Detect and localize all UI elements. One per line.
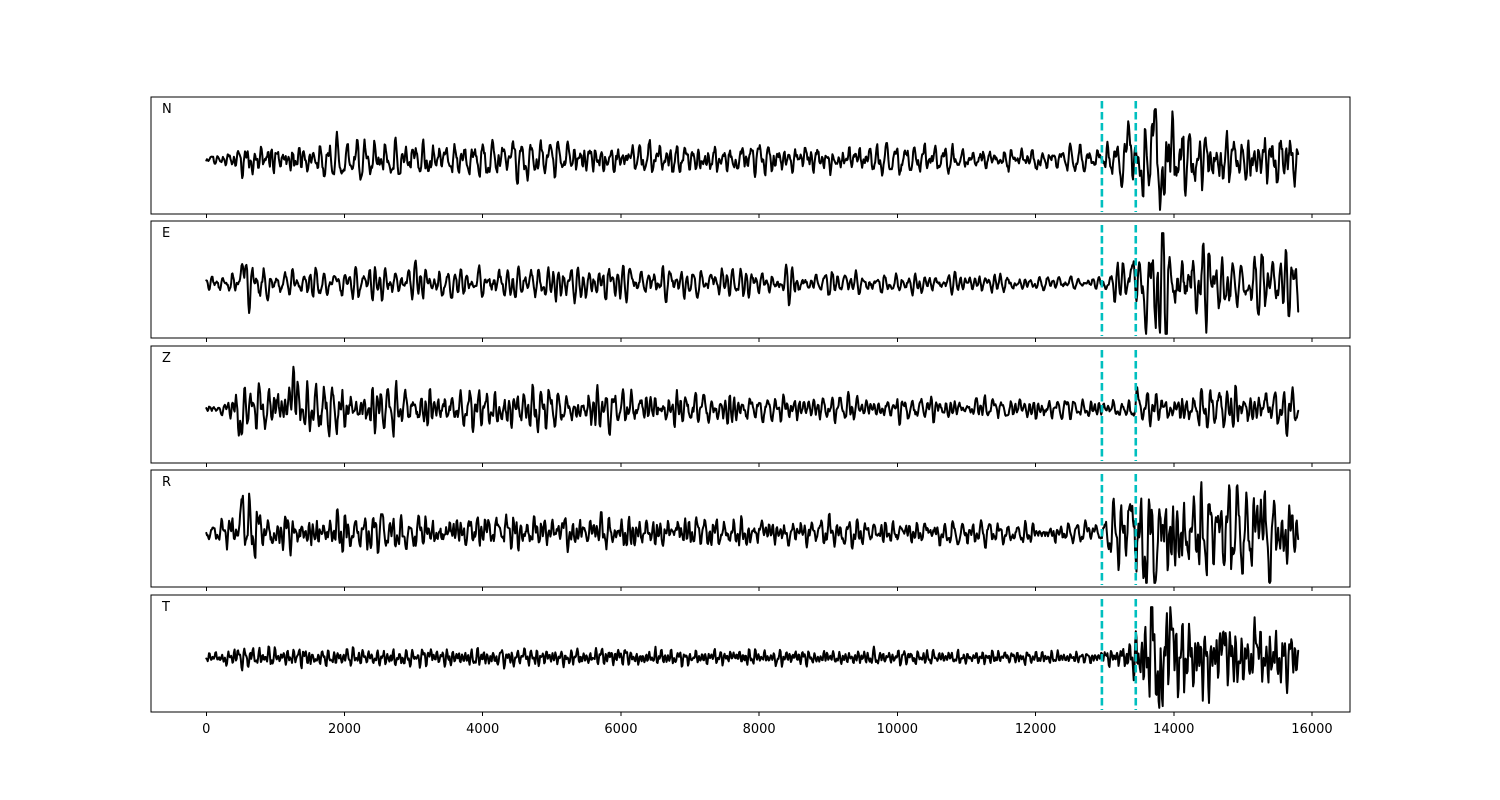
panel-r: R: [150, 469, 1351, 591]
x-tick-label: 4000: [466, 722, 499, 737]
waveform-e: [205, 232, 1300, 335]
channel-label-t: T: [161, 600, 170, 615]
panel-frame-t: [150, 594, 1351, 713]
x-tick-label: 6000: [604, 722, 637, 737]
panel-n: N: [150, 96, 1351, 218]
panel-t: T: [150, 594, 1351, 716]
x-axis: 0 2000 4000 6000 8000 10000 12000 14000 16000: [202, 722, 1333, 737]
waveform-r: [205, 481, 1300, 584]
panel-frame-e: [150, 220, 1351, 339]
x-tick-label: 14000: [1153, 722, 1194, 737]
channel-label-z: Z: [162, 351, 171, 366]
panel-frame-n: [150, 96, 1351, 215]
x-tick-label: 12000: [1015, 722, 1056, 737]
panel-frame-r: [150, 469, 1351, 588]
waveform-z: [205, 365, 1300, 438]
waveform-t: [205, 606, 1300, 709]
channel-label-e: E: [162, 226, 170, 241]
x-tick-label: 16000: [1291, 722, 1332, 737]
panel-frame-z: [150, 345, 1351, 464]
x-tick-label: 10000: [877, 722, 918, 737]
waveform-n: [205, 108, 1300, 211]
channel-label-n: N: [162, 102, 172, 117]
panel-e: E: [150, 220, 1351, 342]
x-tick-label: 2000: [328, 722, 361, 737]
channel-label-r: R: [162, 475, 171, 490]
waveform-panels: N E Z R T: [150, 96, 1351, 716]
panel-z: Z: [150, 345, 1351, 467]
x-tick-label: 0: [202, 722, 210, 737]
x-tick-label: 8000: [743, 722, 776, 737]
